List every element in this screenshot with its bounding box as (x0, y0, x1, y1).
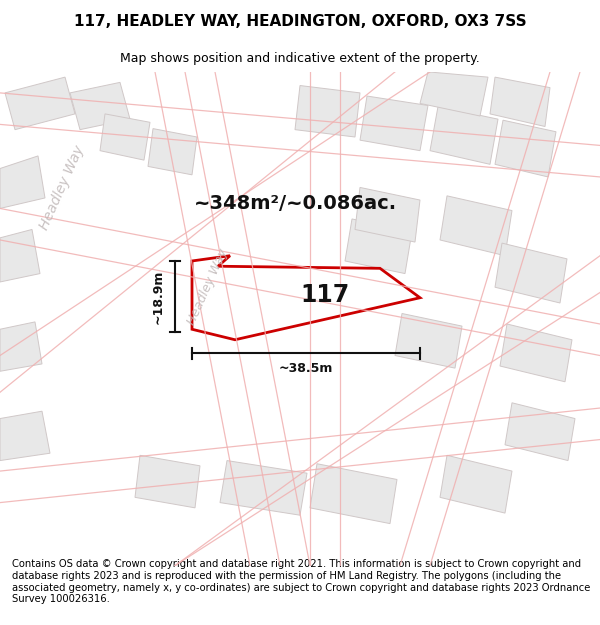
Polygon shape (355, 188, 420, 242)
Polygon shape (0, 411, 50, 461)
Polygon shape (0, 322, 42, 371)
Polygon shape (310, 464, 397, 524)
Polygon shape (135, 456, 200, 508)
Polygon shape (420, 72, 488, 116)
Polygon shape (440, 196, 512, 256)
Polygon shape (360, 96, 428, 151)
Text: Contains OS data © Crown copyright and database right 2021. This information is : Contains OS data © Crown copyright and d… (12, 559, 590, 604)
Text: ~348m²/~0.086ac.: ~348m²/~0.086ac. (193, 194, 397, 213)
Polygon shape (295, 86, 360, 137)
Polygon shape (495, 120, 556, 177)
Polygon shape (100, 114, 150, 160)
Polygon shape (430, 106, 498, 164)
Polygon shape (5, 77, 75, 129)
Text: ~18.9m: ~18.9m (151, 269, 164, 324)
Text: 117, HEADLEY WAY, HEADINGTON, OXFORD, OX3 7SS: 117, HEADLEY WAY, HEADINGTON, OXFORD, OX… (74, 14, 526, 29)
Polygon shape (0, 229, 40, 282)
Text: Map shows position and indicative extent of the property.: Map shows position and indicative extent… (120, 52, 480, 65)
Polygon shape (440, 456, 512, 513)
Polygon shape (345, 219, 412, 274)
Text: Headley Way: Headley Way (185, 247, 230, 328)
Polygon shape (192, 256, 420, 340)
Polygon shape (395, 314, 462, 368)
Polygon shape (505, 402, 575, 461)
Text: Headley Way: Headley Way (37, 143, 87, 232)
Polygon shape (0, 156, 45, 209)
Polygon shape (490, 77, 550, 126)
Text: 117: 117 (301, 282, 350, 307)
Polygon shape (220, 461, 307, 515)
Polygon shape (148, 129, 197, 175)
Polygon shape (495, 243, 567, 303)
Text: ~38.5m: ~38.5m (279, 362, 333, 374)
Polygon shape (500, 324, 572, 382)
Polygon shape (70, 82, 130, 129)
